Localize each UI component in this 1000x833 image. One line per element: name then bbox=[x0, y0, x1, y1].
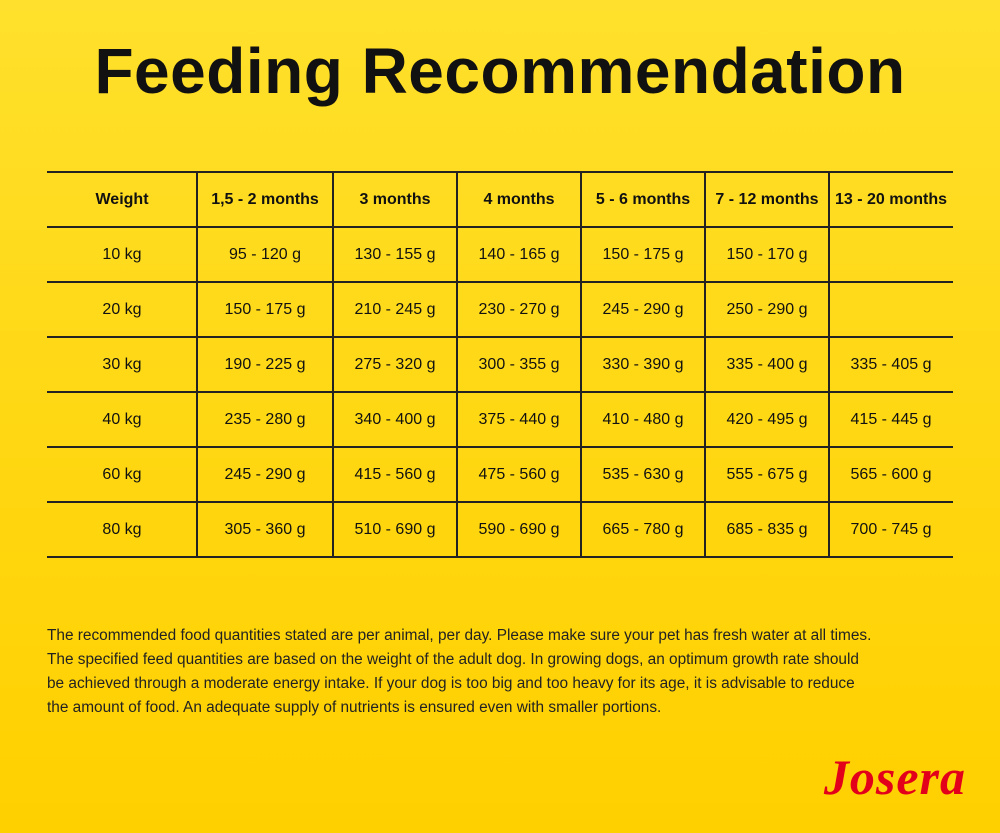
column-border bbox=[456, 172, 458, 557]
table-cell: 275 - 320 g bbox=[354, 356, 436, 373]
table-cell: 330 - 390 g bbox=[602, 356, 684, 373]
column-header: 13 - 20 months bbox=[834, 191, 948, 208]
column-header: 5 - 6 months bbox=[595, 191, 691, 208]
table-cell: 150 - 175 g bbox=[602, 246, 684, 263]
table-cell: 245 - 290 g bbox=[602, 301, 684, 318]
table-cell: 40 kg bbox=[102, 411, 142, 428]
column-header: 1,5 - 2 months bbox=[211, 191, 319, 208]
table-cell: 340 - 400 g bbox=[354, 411, 436, 428]
column-header: 3 months bbox=[359, 191, 431, 208]
column-border bbox=[704, 172, 706, 557]
table-cell: 565 - 600 g bbox=[850, 466, 932, 483]
row-border bbox=[47, 446, 953, 448]
table-cell: 335 - 400 g bbox=[726, 356, 808, 373]
table-cell: 230 - 270 g bbox=[478, 301, 560, 318]
row-border bbox=[47, 281, 953, 283]
footnote-line: The specified feed quantities are based … bbox=[47, 651, 859, 668]
footnote: The recommended food quantities stated a… bbox=[47, 624, 871, 720]
row-border bbox=[47, 391, 953, 393]
table-cell: 245 - 290 g bbox=[224, 466, 306, 483]
table-cell: 210 - 245 g bbox=[354, 301, 436, 318]
column-border bbox=[580, 172, 582, 557]
logo: Josera bbox=[823, 749, 966, 805]
table-cell: 80 kg bbox=[102, 521, 142, 538]
footnote-line: The recommended food quantities stated a… bbox=[47, 627, 872, 644]
table-cell: 150 - 170 g bbox=[726, 246, 808, 263]
row-border bbox=[47, 226, 953, 228]
table-cell: 510 - 690 g bbox=[354, 521, 436, 538]
table-cell: 700 - 745 g bbox=[850, 521, 932, 538]
table-cell: 250 - 290 g bbox=[726, 301, 808, 318]
table-cell: 535 - 630 g bbox=[602, 466, 684, 483]
table-cell: 60 kg bbox=[102, 466, 142, 483]
column-header: Weight bbox=[95, 191, 149, 208]
table-cell: 410 - 480 g bbox=[602, 411, 684, 428]
row-border bbox=[47, 556, 953, 558]
table-cell: 20 kg bbox=[102, 301, 142, 318]
table-cell: 130 - 155 g bbox=[354, 246, 436, 263]
table-cell: 555 - 675 g bbox=[726, 466, 808, 483]
title: Feeding Recommendation bbox=[94, 35, 906, 107]
footnote-line: be achieved through a moderate energy in… bbox=[47, 675, 855, 692]
table-cell: 415 - 445 g bbox=[850, 411, 932, 428]
table-cell: 305 - 360 g bbox=[224, 521, 306, 538]
row-border bbox=[47, 336, 953, 338]
column-header: 7 - 12 months bbox=[715, 191, 819, 208]
table-cell: 95 - 120 g bbox=[228, 246, 302, 263]
row-border bbox=[47, 501, 953, 503]
table-cell: 475 - 560 g bbox=[478, 466, 560, 483]
column-border bbox=[828, 172, 830, 557]
table-cell: 235 - 280 g bbox=[224, 411, 306, 428]
row-border bbox=[47, 171, 953, 173]
table-cell: 590 - 690 g bbox=[478, 521, 560, 538]
table-cell: 375 - 440 g bbox=[478, 411, 560, 428]
table-cell: 685 - 835 g bbox=[726, 521, 808, 538]
table-cell: 10 kg bbox=[102, 246, 142, 263]
table-cell: 190 - 225 g bbox=[224, 356, 306, 373]
table-cell: 665 - 780 g bbox=[602, 521, 684, 538]
table-cell: 30 kg bbox=[102, 356, 142, 373]
table-cell: 140 - 165 g bbox=[478, 246, 560, 263]
table-cell: 335 - 405 g bbox=[850, 356, 932, 373]
column-border bbox=[196, 172, 198, 557]
footnote-line: the amount of food. An adequate supply o… bbox=[47, 699, 662, 716]
table-cell: 420 - 495 g bbox=[726, 411, 808, 428]
table-cell: 415 - 560 g bbox=[354, 466, 436, 483]
table-cell: 300 - 355 g bbox=[478, 356, 560, 373]
column-border bbox=[332, 172, 334, 557]
column-header: 4 months bbox=[483, 191, 555, 208]
table-cell: 150 - 175 g bbox=[224, 301, 306, 318]
